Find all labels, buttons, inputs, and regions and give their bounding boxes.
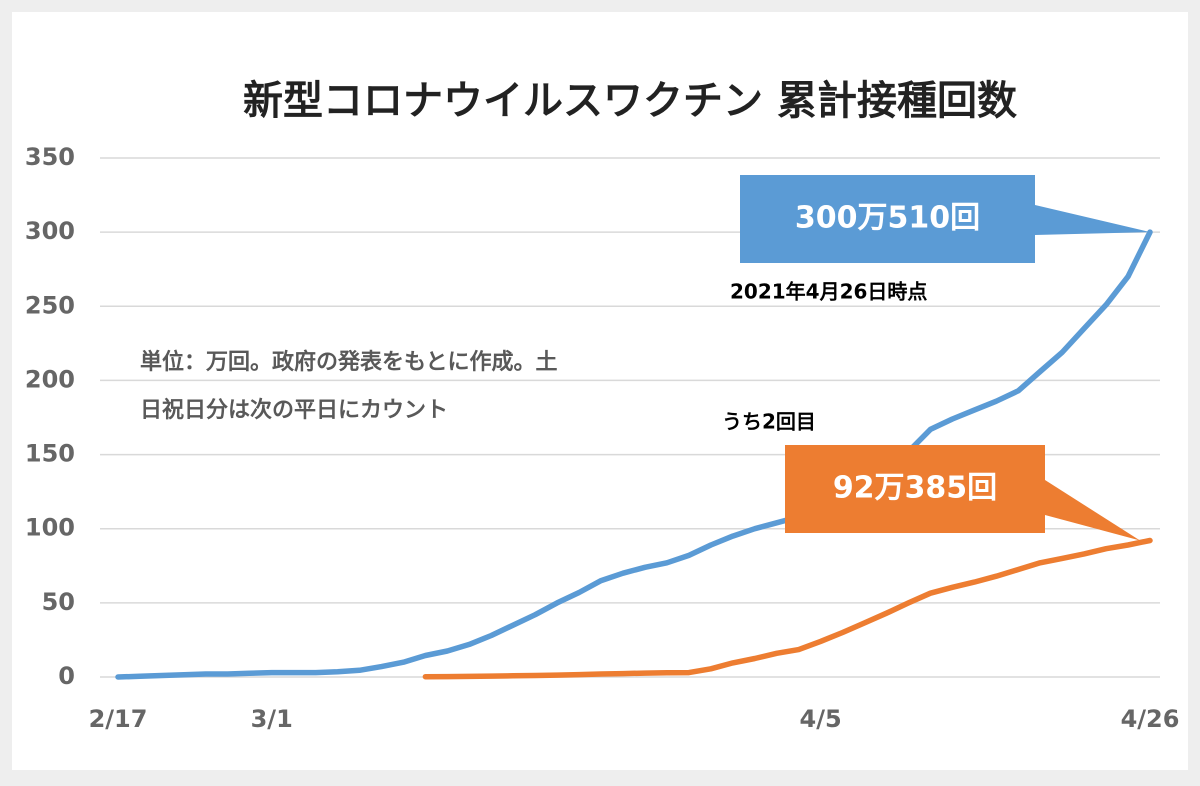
- y-tick-label: 100: [25, 514, 75, 542]
- y-tick-label: 350: [25, 143, 75, 171]
- x-tick-label: 2/17: [89, 705, 148, 733]
- chart-panel: [12, 12, 1188, 770]
- callout-pointer: [1035, 205, 1150, 235]
- y-tick-label: 150: [25, 440, 75, 468]
- y-tick-label: 250: [25, 291, 75, 319]
- series-line: [422, 537, 1153, 680]
- x-tick-label: 4/5: [800, 705, 842, 733]
- y-tick-label: 300: [25, 217, 75, 245]
- y-tick-label: 0: [58, 662, 75, 690]
- note: 日祝日分は次の平日にカウント: [140, 397, 448, 423]
- note: 単位：万回。政府の発表をもとに作成。土: [140, 349, 558, 375]
- x-tick-label: 4/26: [1121, 705, 1180, 733]
- callout-label: 92万385回: [833, 471, 997, 506]
- y-tick-label: 50: [42, 588, 75, 616]
- series-line: [115, 229, 1153, 680]
- callout-label: 300万510回: [795, 201, 980, 236]
- chart-title: 新型コロナウイルスワクチン 累計接種回数: [243, 78, 1017, 124]
- annotation: うち2回目: [722, 410, 816, 434]
- callout-pointer: [1045, 480, 1140, 541]
- annotation: 2021年4月26日時点: [730, 280, 927, 304]
- y-tick-label: 200: [25, 365, 75, 393]
- callout-box: [740, 175, 1035, 263]
- x-tick-label: 3/1: [251, 705, 293, 733]
- callout-box: [785, 445, 1045, 533]
